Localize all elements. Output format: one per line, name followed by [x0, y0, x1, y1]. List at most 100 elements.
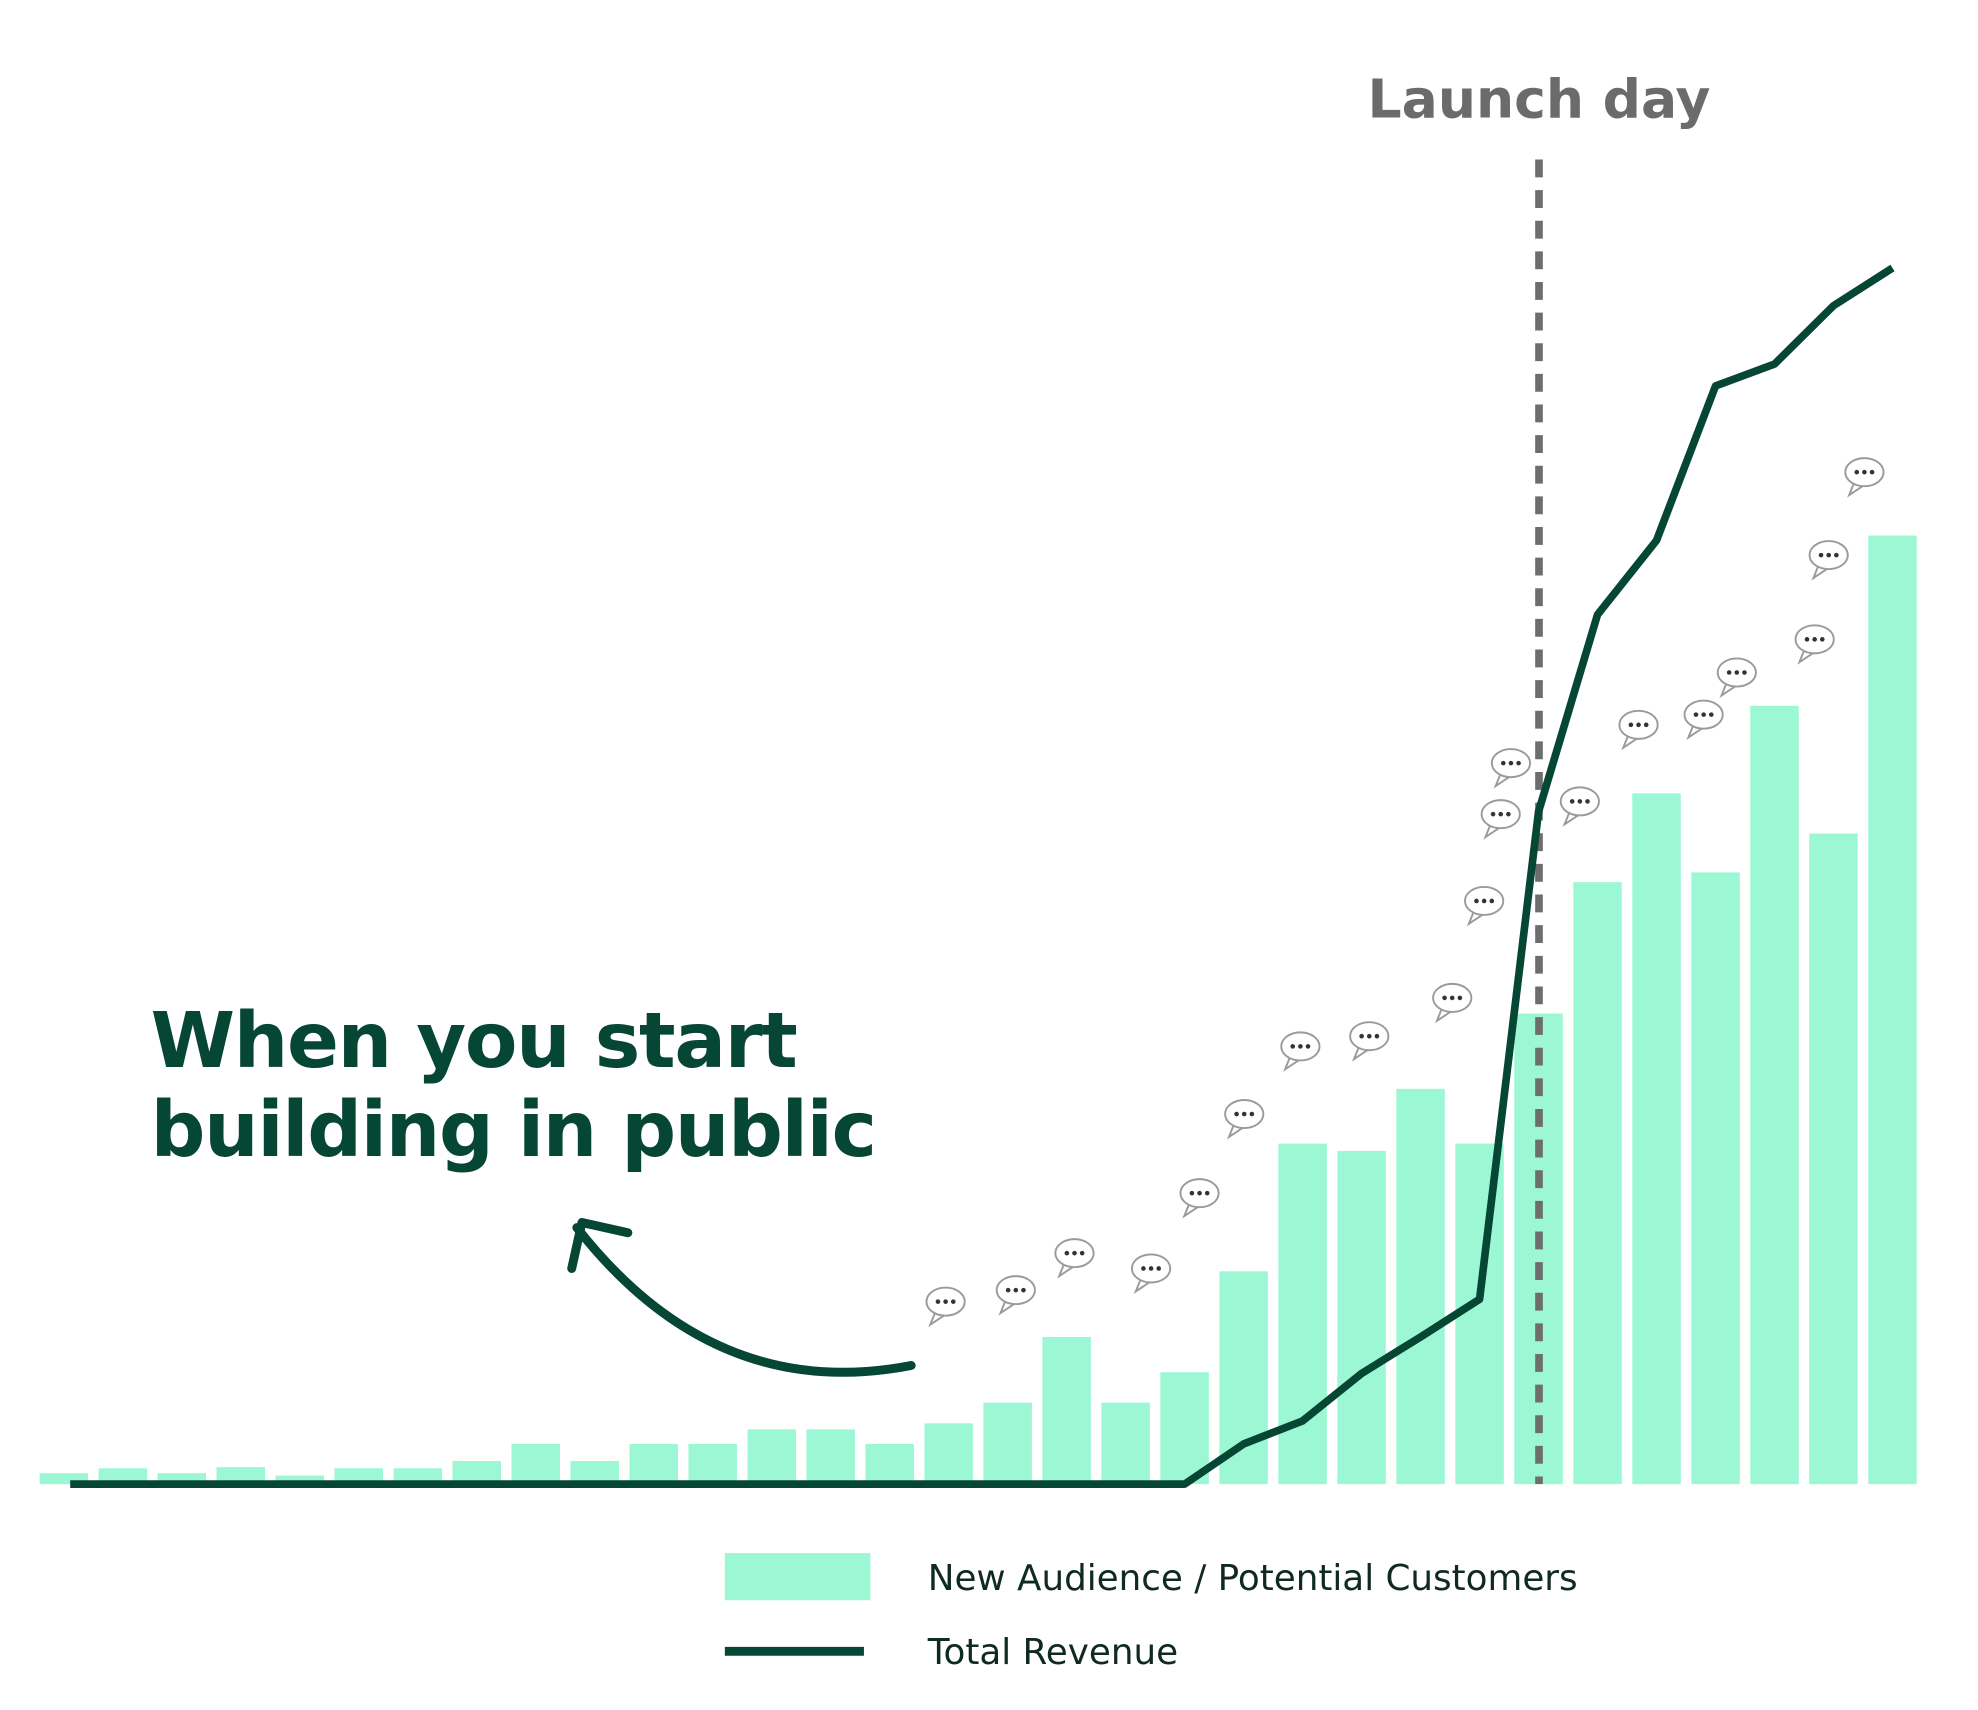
bubble-dot [1693, 712, 1699, 717]
bubble-dot [1498, 811, 1504, 817]
bubble-dot [1508, 760, 1514, 766]
bar [39, 1473, 89, 1485]
bubble-dot [1234, 1111, 1239, 1117]
bubble-dot [1862, 469, 1867, 475]
bubble-dot [1013, 1287, 1019, 1293]
bar [1337, 1150, 1386, 1485]
bubble-dot [1457, 995, 1463, 1001]
bubble-dot [1079, 1250, 1085, 1256]
bubble-dot [1072, 1250, 1077, 1256]
bubble-dot [1569, 799, 1575, 804]
bubble-dot [1834, 552, 1839, 558]
bar [1632, 793, 1681, 1485]
bubble-dot [1204, 1190, 1210, 1196]
bubble-dot [1818, 552, 1824, 558]
revenue-line [70, 264, 1895, 1488]
bubble-dot [1005, 1287, 1011, 1293]
bubble-dot [1290, 1044, 1296, 1049]
bubble-dot [1820, 637, 1825, 642]
speech-bubble [995, 1275, 1036, 1316]
speech-bubble [1808, 540, 1849, 581]
bar [98, 1468, 148, 1485]
speech-bubble [1844, 457, 1885, 498]
bubble-dot [1726, 670, 1732, 675]
bubble-dot [1500, 760, 1506, 766]
speech-bubble [1280, 1031, 1321, 1072]
speech-bubble [1559, 786, 1600, 827]
bubble-dot [1474, 898, 1479, 904]
launch-label: Launch day [1368, 67, 1711, 130]
speech-bubble [1432, 982, 1473, 1024]
bubble-dot [1826, 552, 1831, 558]
bubble-dot [1449, 995, 1455, 1001]
bar [1042, 1336, 1091, 1485]
bubble-dot [1812, 637, 1817, 642]
speech-bubble [1130, 1253, 1172, 1294]
bubble-dot [1628, 722, 1634, 728]
bar [570, 1461, 619, 1485]
speech-bubble [1480, 799, 1521, 840]
bubble-dot [1869, 469, 1875, 475]
callout-line: building in public [151, 1086, 876, 1175]
bar [688, 1443, 737, 1485]
bar [1809, 833, 1858, 1485]
bubble-dot [1734, 670, 1740, 675]
bar [747, 1429, 796, 1485]
bubble-dot [1197, 1190, 1202, 1196]
bar [1573, 882, 1622, 1485]
callout-arrowhead [567, 1218, 633, 1273]
speech-bubble [1716, 657, 1757, 698]
bubble-dot [1148, 1266, 1154, 1271]
bubble-dot [1442, 995, 1447, 1001]
bubble-dot [1298, 1044, 1303, 1049]
speech-bubble [1490, 748, 1532, 789]
bubble-dot [1489, 898, 1495, 904]
bubble-dot [1359, 1033, 1364, 1039]
bubble-dot [1305, 1044, 1311, 1049]
bar [865, 1443, 914, 1485]
speech-bubble [1349, 1021, 1390, 1062]
bar [1691, 872, 1740, 1485]
bar [393, 1468, 442, 1485]
bubble-dot [1374, 1033, 1380, 1039]
bar [1868, 535, 1917, 1485]
bar [1219, 1271, 1268, 1485]
speech-bubble [1618, 709, 1659, 751]
bubble-dot [1490, 811, 1496, 817]
bubble-dot [1156, 1266, 1162, 1271]
bubble-dot [950, 1299, 956, 1304]
speech-bubble [1464, 885, 1505, 927]
bubble-dot [1506, 811, 1511, 817]
legend-label: Total Revenue [927, 1632, 1178, 1673]
bubble-dot [1643, 722, 1649, 728]
bar [1396, 1088, 1445, 1485]
bar [924, 1423, 973, 1485]
bar [334, 1468, 384, 1485]
bubble-dot [1141, 1266, 1146, 1271]
speech-bubble [1179, 1178, 1220, 1219]
speech-bubble [1224, 1099, 1265, 1140]
bar [629, 1443, 678, 1485]
bubble-dot [1854, 469, 1860, 475]
bubble-dot [1585, 799, 1590, 804]
speech-bubble [1794, 624, 1835, 665]
bar [216, 1467, 266, 1485]
bar [452, 1461, 501, 1485]
bubble-dot [1366, 1033, 1372, 1039]
bar [511, 1443, 560, 1485]
bubble-dot [935, 1299, 941, 1304]
bubble-dot [1708, 712, 1714, 717]
bubble-dot [1516, 760, 1521, 766]
speech-bubble [925, 1286, 966, 1328]
bubble-dot [943, 1299, 948, 1304]
callout-line: When you start [151, 997, 797, 1086]
bubble-dot [1742, 670, 1747, 675]
speech-bubble [1054, 1238, 1095, 1279]
legend-swatch [724, 1553, 871, 1601]
bar [806, 1429, 855, 1485]
bar [1750, 705, 1799, 1485]
bar [1278, 1143, 1327, 1485]
bubble-dot [1804, 637, 1810, 642]
bar [275, 1475, 325, 1485]
